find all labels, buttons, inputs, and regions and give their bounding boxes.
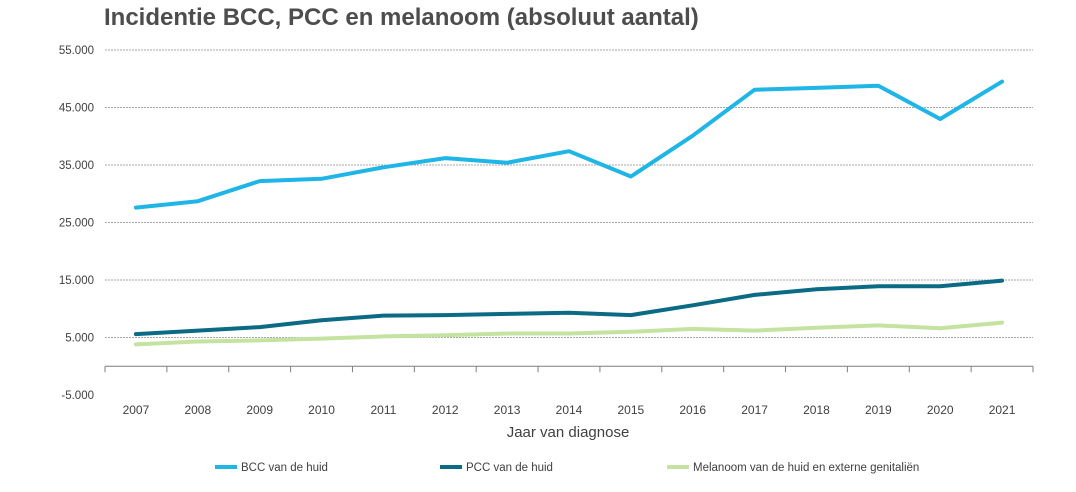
x-tick-label: 2015 <box>618 403 645 417</box>
y-tick-label: -5.000 <box>61 390 94 402</box>
series-line-3 <box>133 320 1005 347</box>
x-tick-label: 2020 <box>927 403 954 417</box>
legend-label: BCC van de huid <box>241 462 328 474</box>
series-line-1 <box>133 79 1005 210</box>
y-axis-ticks: -5.000 5.000 15.000 25.000 35.000 45.000 55.00… <box>59 45 94 402</box>
x-tick-label: 2021 <box>989 403 1016 417</box>
x-tick-label: 2014 <box>556 403 583 417</box>
x-tick-label: 2018 <box>803 403 830 417</box>
x-axis <box>104 365 1034 373</box>
x-axis-ticks: 2007 2008 2009 2010 2011 2012 2013 2014 2015 2016… <box>123 403 1016 417</box>
x-tick-label: 2016 <box>679 403 706 417</box>
y-tick-label: 5.000 <box>65 333 94 345</box>
x-tick-label: 2010 <box>308 403 335 417</box>
y-tick-label: 35.000 <box>59 160 94 172</box>
y-tick-label: 15.000 <box>59 275 94 287</box>
x-tick-label: 2008 <box>184 403 211 417</box>
x-axis-label: Jaar van diagnose <box>507 424 630 441</box>
x-tick-label: 2013 <box>494 403 521 417</box>
chart-title: Incidentie BCC, PCC en melanoom (absoluu… <box>104 4 699 31</box>
legend: BCC van de huid PCC van de huid Melanoom v… <box>215 462 919 474</box>
gridlines <box>105 49 1033 338</box>
y-tick-label: 55.000 <box>59 45 94 57</box>
y-tick-label: 45.000 <box>59 103 94 115</box>
legend-label: Melanoom van de huid en externe genitali… <box>693 462 919 474</box>
x-tick-label: 2019 <box>865 403 892 417</box>
series-line-2 <box>133 278 1005 337</box>
x-tick-label: 2011 <box>370 403 396 417</box>
series-lines <box>133 79 1005 347</box>
x-tick-label: 2012 <box>432 403 459 417</box>
x-tick-label: 2007 <box>123 403 150 417</box>
x-tick-label: 2017 <box>741 403 768 417</box>
x-tick-label: 2009 <box>246 403 273 417</box>
legend-label: PCC van de huid <box>466 462 553 474</box>
y-tick-label: 25.000 <box>59 218 94 230</box>
